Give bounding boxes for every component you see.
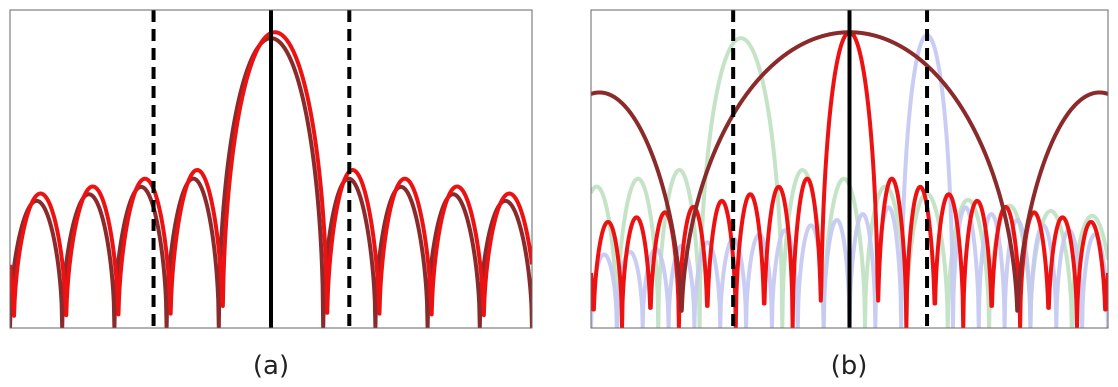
panel-b-caption: (b) xyxy=(831,351,868,381)
panel-a: (a) xyxy=(9,9,533,381)
panel-a-caption: (a) xyxy=(253,351,289,381)
panel-a-frame xyxy=(9,9,533,329)
panel-b: (b) xyxy=(590,9,1109,381)
panel-b-frame xyxy=(590,9,1109,329)
